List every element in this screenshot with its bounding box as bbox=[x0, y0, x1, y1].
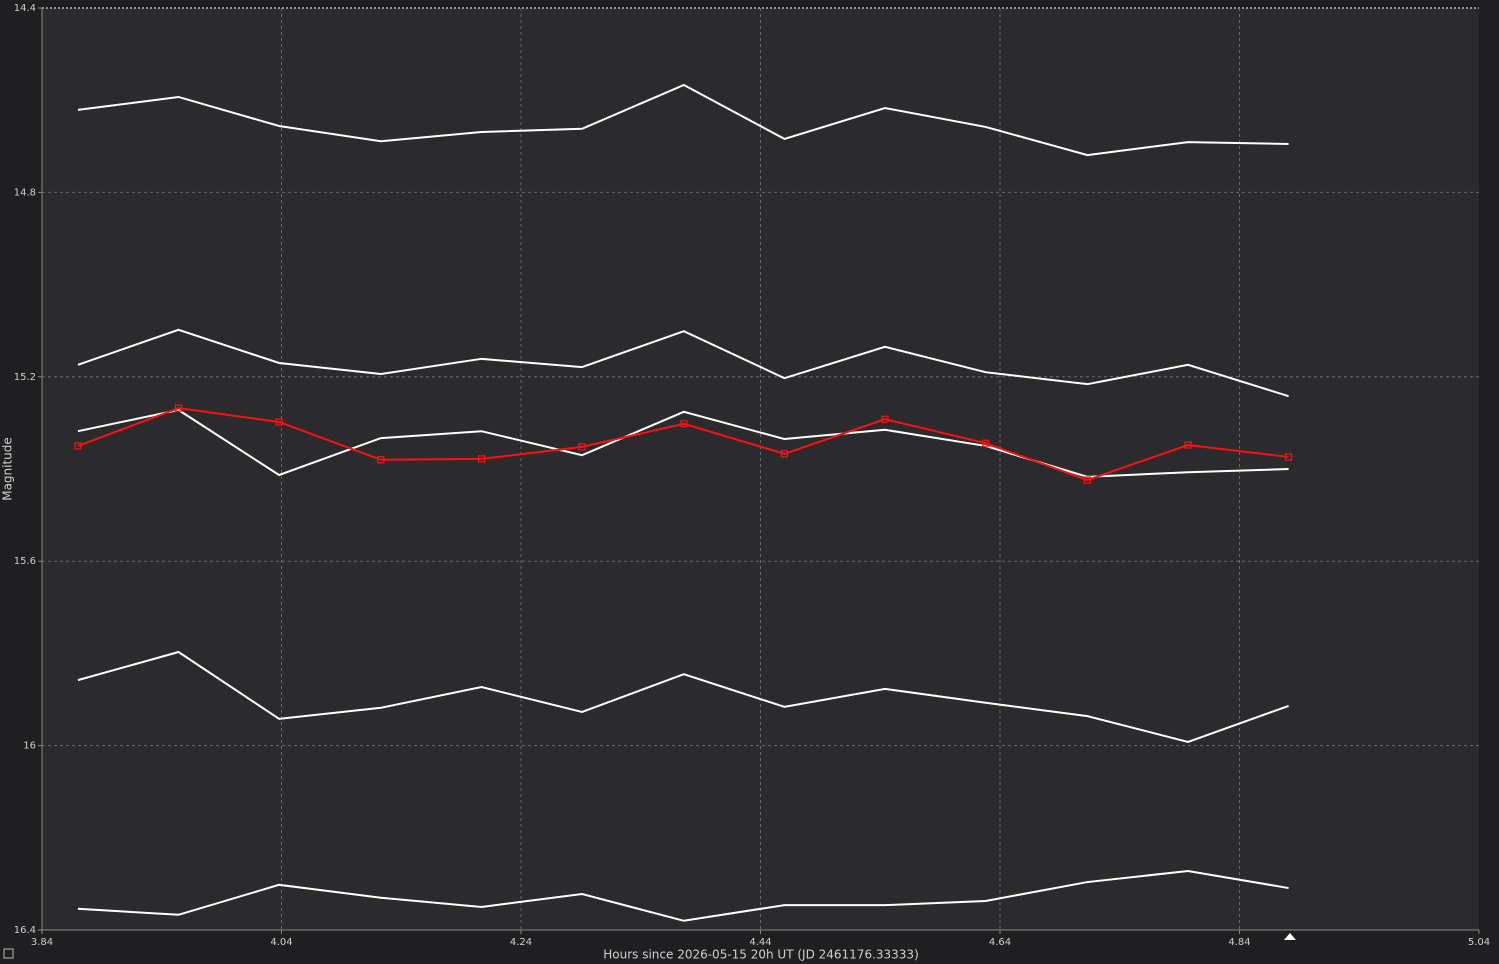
data-point bbox=[982, 439, 990, 447]
y-axis-label: Magnitude bbox=[1, 437, 15, 501]
y-tick-label: 15.6 bbox=[14, 556, 36, 567]
x-tick-label: 4.44 bbox=[749, 937, 771, 948]
x-tick-label: 4.84 bbox=[1228, 937, 1250, 948]
series-line bbox=[77, 650, 1289, 743]
x-tick-label: 4.64 bbox=[989, 937, 1011, 948]
data-point bbox=[1184, 441, 1192, 449]
y-tick-label: 16 bbox=[23, 741, 36, 752]
data-point bbox=[881, 415, 889, 423]
series-line bbox=[77, 869, 1289, 922]
series-line bbox=[77, 407, 1289, 482]
data-point bbox=[174, 404, 183, 412]
x-tick-label: 3.84 bbox=[31, 937, 53, 948]
corner-icon[interactable] bbox=[3, 948, 14, 959]
y-tick-label: 16.4 bbox=[14, 925, 36, 936]
x-axis-label: Hours since 2026-05-15 20h UT (JD 246117… bbox=[603, 948, 919, 962]
data-point bbox=[275, 418, 283, 426]
series-line bbox=[77, 328, 1289, 398]
x-tick-label: 5.04 bbox=[1468, 937, 1490, 948]
y-tick-label: 14.8 bbox=[14, 187, 36, 198]
data-point bbox=[680, 420, 688, 428]
data-point bbox=[477, 455, 486, 463]
cursor-marker bbox=[1284, 933, 1296, 940]
data-point bbox=[1083, 476, 1092, 484]
data-point bbox=[780, 450, 789, 458]
data-point bbox=[1284, 453, 1293, 461]
y-tick-label: 15.2 bbox=[14, 372, 36, 383]
data-point bbox=[578, 443, 586, 451]
y-tick-label: 14.4 bbox=[14, 3, 36, 14]
data-point bbox=[377, 456, 385, 464]
x-tick-label: 4.04 bbox=[270, 937, 292, 948]
data-point bbox=[74, 442, 82, 450]
x-tick-label: 4.24 bbox=[510, 937, 532, 948]
series-line bbox=[77, 83, 1289, 157]
